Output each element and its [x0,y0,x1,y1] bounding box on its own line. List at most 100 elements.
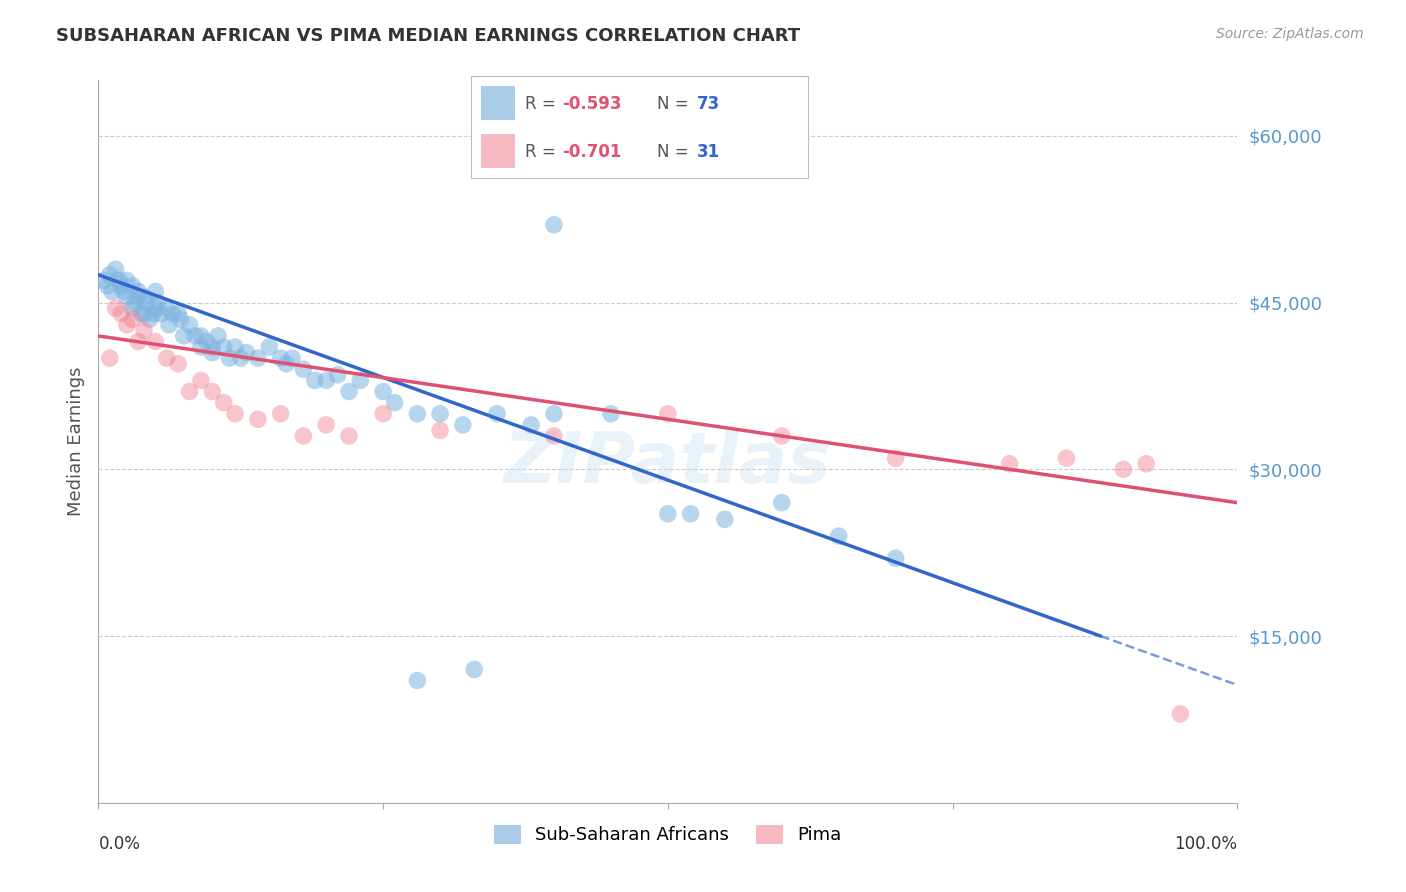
Point [315,373,337,387]
Point [184,329,207,343]
Point [150,307,173,321]
Point [145,334,167,349]
Point [429,407,451,421]
Text: 73: 73 [697,95,720,112]
Point [406,407,429,421]
Point [657,507,679,521]
Point [132,290,155,304]
Point [304,373,326,387]
Text: R =: R = [524,143,561,161]
Point [246,412,269,426]
Point [190,329,212,343]
Point [156,351,179,366]
Point [145,301,167,315]
Point [276,357,298,371]
Point [127,290,149,304]
Point [98,268,121,282]
Point [337,384,360,399]
Point [224,407,246,421]
Point [201,345,224,359]
Point [212,340,235,354]
Point [884,551,907,566]
Legend: Sub-Saharan Africans, Pima: Sub-Saharan Africans, Pima [486,818,849,852]
Point [93,273,115,287]
Point [110,307,132,321]
Point [998,457,1021,471]
Point [281,351,304,366]
Point [600,407,623,421]
Point [292,362,315,376]
Point [349,373,371,387]
Point [292,429,315,443]
Point [1054,451,1078,466]
Point [259,340,281,354]
Point [679,507,702,521]
Point [1170,706,1192,721]
Point [714,512,737,526]
Text: Source: ZipAtlas.com: Source: ZipAtlas.com [1216,27,1364,41]
Point [770,496,793,510]
Point [108,273,131,287]
Point [110,279,132,293]
Point [104,262,127,277]
Point [1135,457,1157,471]
Point [315,417,337,432]
Text: -0.701: -0.701 [562,143,621,161]
Point [145,285,167,299]
Point [770,429,793,443]
Point [463,662,485,676]
Point [326,368,349,382]
Point [112,285,135,299]
Point [1112,462,1135,476]
Point [98,351,121,366]
Point [162,307,184,321]
Point [543,407,565,421]
Point [657,407,679,421]
Point [201,340,224,354]
Bar [481,87,515,120]
Point [157,318,180,332]
Point [127,334,149,349]
Point [201,384,224,399]
Point [131,307,153,321]
Text: 100.0%: 100.0% [1174,835,1237,854]
Point [195,334,218,349]
Text: N =: N = [657,95,693,112]
Point [218,351,240,366]
Point [167,307,190,321]
Point [121,279,143,293]
Point [207,329,229,343]
Point [270,351,292,366]
Point [246,351,269,366]
Point [124,295,146,310]
Text: R =: R = [524,95,561,112]
Point [115,318,138,332]
Point [132,323,155,337]
Point [828,529,851,543]
Point [121,301,143,315]
Point [127,285,149,299]
Point [212,395,235,409]
Point [371,407,394,421]
Point [115,273,138,287]
Bar [481,135,515,168]
Point [135,295,157,310]
Point [229,351,252,366]
Point [384,395,406,409]
Y-axis label: Median Earnings: Median Earnings [66,367,84,516]
Point [543,429,565,443]
Point [337,429,360,443]
Point [451,417,474,432]
Point [179,318,201,332]
Text: SUBSAHARAN AFRICAN VS PIMA MEDIAN EARNINGS CORRELATION CHART: SUBSAHARAN AFRICAN VS PIMA MEDIAN EARNIN… [56,27,800,45]
Text: ZIPatlas: ZIPatlas [505,429,831,498]
Point [132,307,155,321]
Point [179,384,201,399]
Point [169,312,191,326]
Point [224,340,246,354]
Point [884,451,907,466]
Point [235,345,257,359]
Point [543,218,565,232]
Point [146,295,169,310]
Point [429,424,451,438]
